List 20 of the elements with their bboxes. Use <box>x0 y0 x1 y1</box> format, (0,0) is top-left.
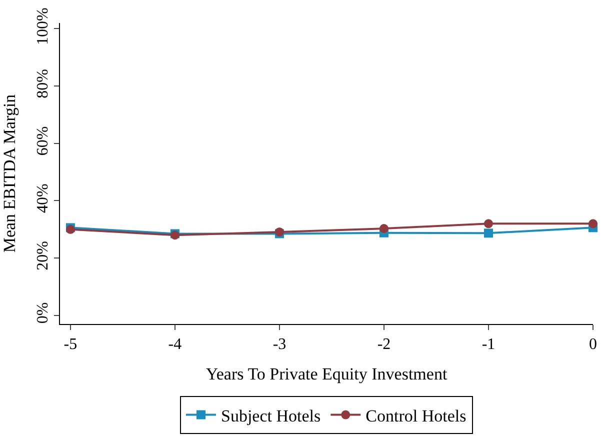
legend-label: Control Hotels <box>366 406 466 426</box>
point <box>379 224 388 234</box>
y-axis-title: Mean EBITDA Margin <box>0 94 19 253</box>
x-tick-label: -4 <box>168 336 182 354</box>
x-tick-label: -3 <box>272 336 286 354</box>
legend-label: Subject Hotels <box>221 406 321 426</box>
y-tick-label: 20% <box>34 241 52 270</box>
y-tick-label: 80% <box>34 69 52 98</box>
x-tick-label: 0 <box>589 336 597 354</box>
point <box>484 228 493 238</box>
point <box>588 219 598 228</box>
y-tick-label: 0% <box>34 302 52 324</box>
y-tick-label: 60% <box>34 126 52 156</box>
y-tick-label: 100% <box>34 8 52 45</box>
x-tick-label: -5 <box>64 336 78 354</box>
x-tick-label: -2 <box>377 336 391 354</box>
x-axis-title: Years To Private Equity Investment <box>206 364 448 384</box>
point <box>484 219 493 228</box>
y-tick-label: 40% <box>34 184 52 213</box>
x-tick-label: -1 <box>482 336 496 354</box>
